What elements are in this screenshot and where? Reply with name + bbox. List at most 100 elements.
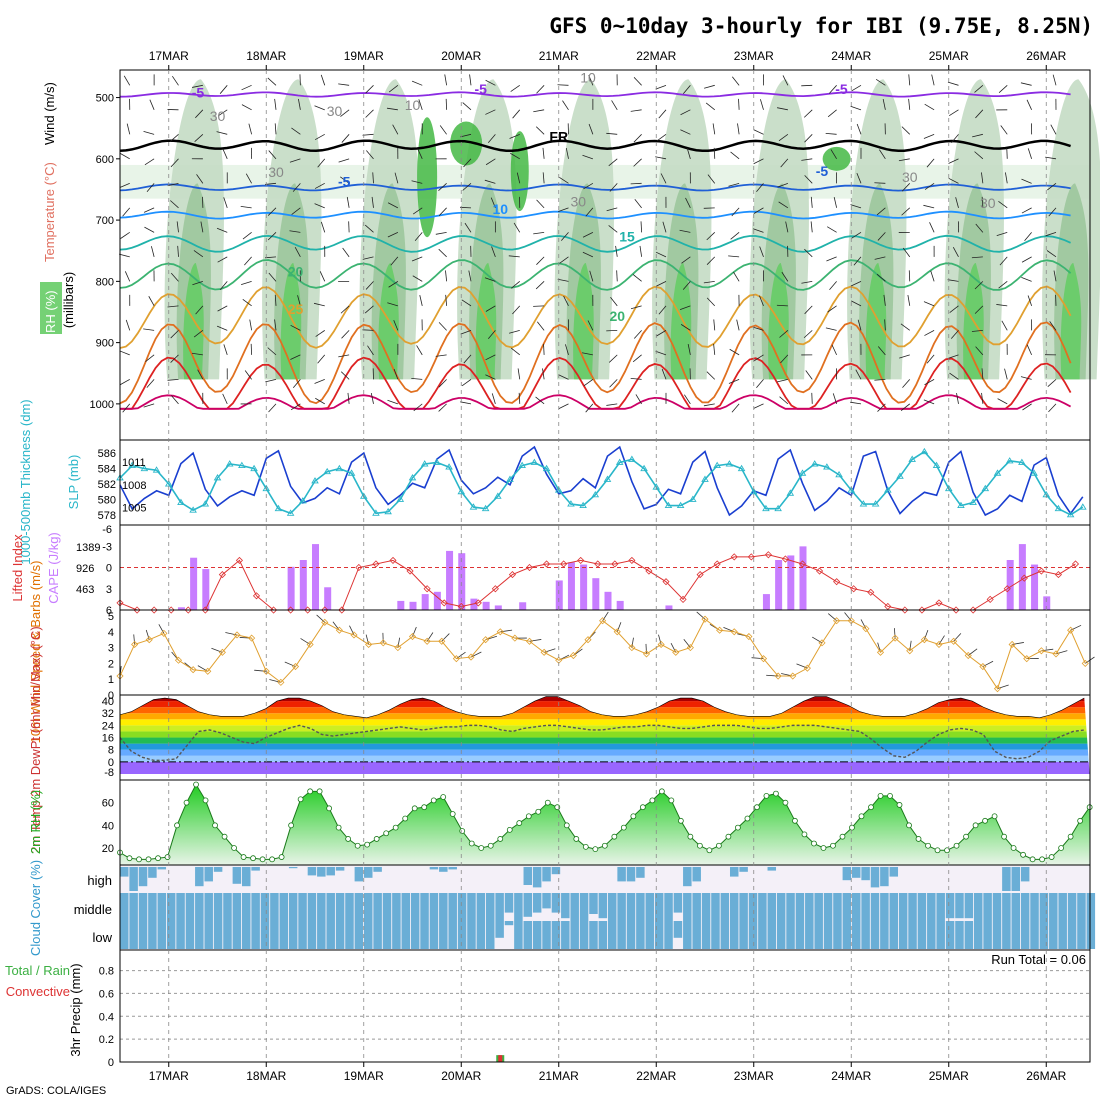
wind-barb: [543, 343, 545, 355]
y-tick-label-left: 580: [98, 494, 116, 506]
wind-speed-point: [686, 644, 694, 652]
cloud-bar: [204, 893, 213, 921]
cloud-bar: [955, 921, 964, 949]
cloud-bar: [1020, 867, 1030, 882]
y-tick-label: 20: [102, 843, 114, 855]
cloud-bar: [532, 921, 542, 949]
wind-barb: [412, 207, 423, 215]
thickness-point: [408, 474, 417, 481]
rh-point: [516, 820, 523, 826]
cape-bar: [190, 557, 198, 610]
rh-point: [677, 817, 684, 824]
cloud-bar: [148, 921, 157, 949]
wind-barb: [801, 280, 813, 284]
lifted-index-point: [969, 606, 977, 614]
wind-barb: [120, 153, 130, 160]
wind-barb: [633, 158, 642, 167]
y-tick-label: 60: [102, 798, 114, 810]
rh-point: [830, 842, 836, 849]
wind-barb: [487, 330, 496, 340]
slp-thickness-panel: 578 580 582 584 586 1005 1008 1011 1000-500mb Th…: [18, 399, 1091, 565]
cloud-bar: [880, 921, 889, 949]
rh-point: [1029, 856, 1036, 863]
cape-bar: [494, 605, 502, 610]
y-tick-label: 1: [108, 674, 114, 686]
wind-barb: [753, 207, 764, 214]
lifted-index-point: [696, 571, 704, 579]
wind-barb: [923, 301, 935, 307]
cloud-bar: [270, 921, 279, 949]
wind-speed-point: [569, 651, 577, 660]
wind-barb: [804, 305, 813, 315]
thickness-point: [664, 501, 673, 509]
wind-barb: [938, 635, 945, 645]
precip-bar-convective: [498, 1055, 503, 1062]
wind-speed-point: [993, 685, 1002, 693]
contour-label: 10: [492, 201, 508, 217]
wind-barb: [397, 637, 401, 648]
wind-speed-point: [1052, 650, 1060, 658]
cloud-bar: [307, 893, 317, 921]
wind-barb: [874, 378, 886, 381]
top-date-label: 19MAR: [344, 49, 384, 63]
lifted-index-point: [167, 606, 175, 614]
wind-barb: [974, 281, 984, 290]
cloud-bar: [683, 921, 692, 949]
lifted-index-point: [389, 556, 397, 564]
wind-barb: [610, 296, 618, 307]
cloud-bar: [1049, 893, 1058, 921]
wind-barb: [874, 182, 886, 184]
cloud-bar: [861, 893, 870, 921]
cloud-bar: [157, 893, 167, 921]
temp-band: [120, 755, 1090, 762]
wind-barb: [411, 256, 423, 262]
wind-barb: [500, 629, 513, 633]
wind-barb: [461, 299, 472, 307]
wind-speed-point: [599, 617, 607, 625]
rh-point: [630, 813, 637, 820]
wind-barb: [728, 255, 740, 258]
wind-barb: [219, 281, 228, 291]
wind-barb: [562, 100, 569, 111]
cloud-bar: [589, 893, 598, 914]
wind-barb: [680, 109, 691, 116]
top-date-label: 20MAR: [441, 49, 481, 63]
wind-barb: [1041, 648, 1054, 652]
cloud-bar: [166, 893, 176, 921]
wind-barb: [314, 203, 325, 209]
cloud-bar: [542, 893, 551, 909]
cloud-bar: [504, 921, 514, 926]
wind-barb: [781, 271, 789, 282]
lifted-index-point: [781, 555, 790, 563]
wind-barb: [776, 304, 788, 307]
wind-barb: [388, 281, 399, 288]
wind-barb: [529, 639, 542, 642]
lifted-index-point: [850, 585, 858, 593]
rh-point: [221, 833, 228, 840]
lifted-index-point: [764, 551, 772, 559]
y-tick-label-right: 1008: [122, 480, 146, 492]
temp-label: Temperature (°C): [42, 162, 57, 262]
cloud-bar: [626, 893, 636, 921]
thickness-point: [737, 464, 746, 472]
wind-barb: [463, 354, 472, 364]
y-tick-label: -8: [104, 767, 114, 779]
wind-barb: [372, 172, 374, 184]
wind-barb: [346, 196, 350, 208]
thickness-point: [798, 469, 807, 476]
lifted-index-point: [235, 556, 244, 564]
cloud-bar: [729, 867, 739, 877]
cloud-bar: [917, 893, 927, 921]
wind-speed-point: [657, 640, 665, 649]
wind-barb: [267, 77, 277, 86]
wind-barb: [536, 256, 545, 265]
cloud-bar: [270, 893, 279, 921]
cloud-bar: [457, 921, 467, 949]
thickness-point: [786, 489, 795, 496]
wind-barb: [122, 403, 131, 413]
cloud-bar: [279, 893, 289, 921]
thickness-point: [896, 472, 904, 479]
wind-barb: [297, 295, 301, 306]
top-date-label: 21MAR: [539, 49, 579, 63]
y-tick-label: 0.2: [99, 1034, 114, 1046]
